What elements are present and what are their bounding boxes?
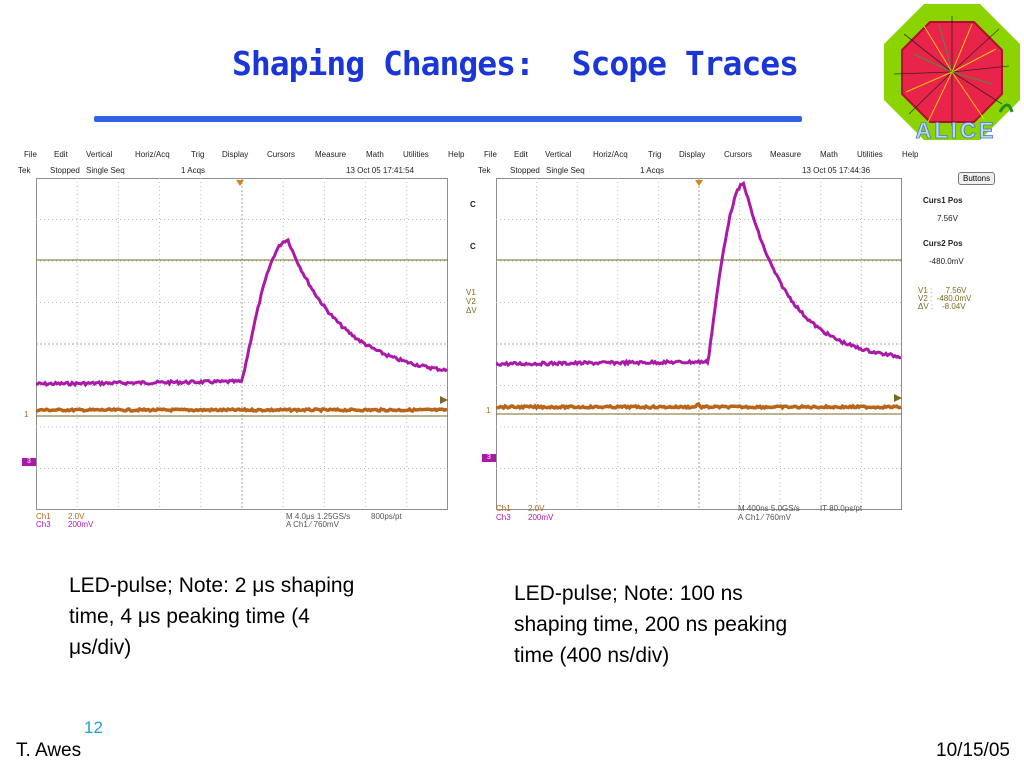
title-underline bbox=[94, 116, 802, 122]
menu-help[interactable]: Help bbox=[448, 150, 465, 159]
caption-left-line-3: μs/div) bbox=[69, 636, 132, 659]
ch3-trace bbox=[496, 180, 902, 368]
trigger-level-marker bbox=[894, 394, 902, 402]
status-time: 13 Oct 05 17:41:54 bbox=[346, 166, 415, 175]
readout-v1: V1 : 7.56V bbox=[918, 286, 967, 295]
menu-cursors[interactable]: Cursors bbox=[267, 150, 296, 159]
status-acqs: 1 Acqs bbox=[640, 166, 665, 175]
scope-right-graticule bbox=[496, 178, 902, 510]
trigger-position-marker bbox=[695, 180, 703, 186]
ch3-ground-marker: 3 bbox=[482, 454, 496, 462]
caption-left-line-1: LED-pulse; Note: 2 μs shaping bbox=[69, 574, 355, 597]
timebase-readout: M 4.0μs 1.25GS/s bbox=[286, 512, 351, 521]
side-v1-label: V1 bbox=[466, 288, 476, 297]
status-tek: Tek bbox=[18, 166, 31, 175]
cursor-c1-label: C bbox=[470, 200, 476, 209]
ch1-label: Ch1 bbox=[496, 504, 511, 513]
caption-right-line-1: LED-pulse; Note: 100 ns bbox=[514, 582, 743, 605]
side-dv-label: ΔV bbox=[466, 306, 477, 315]
footer-author: T. Awes bbox=[16, 740, 82, 761]
menu-horiz-acq[interactable]: Horiz/Acq bbox=[593, 150, 628, 159]
ch3-label: Ch3 bbox=[496, 513, 511, 522]
curs2-pos-value[interactable]: -480.0mV bbox=[929, 257, 964, 266]
ch1-scale: 2.0V bbox=[68, 512, 85, 521]
cursor-c2-label: C bbox=[470, 242, 476, 251]
ch1-trace bbox=[496, 401, 902, 411]
status-state: Stopped bbox=[50, 166, 80, 175]
caption-right-line-3: time (400 ns/div) bbox=[514, 644, 670, 667]
ch3-scale: 200mV bbox=[528, 513, 554, 522]
menu-math[interactable]: Math bbox=[820, 150, 838, 159]
menu-edit[interactable]: Edit bbox=[514, 150, 528, 159]
ch1-scale: 2.0V bbox=[528, 504, 545, 513]
trigger-readout: A Ch1 ⁄ 760mV bbox=[738, 513, 791, 522]
points-readout: 800ps/pt bbox=[371, 512, 402, 521]
readout-dv: ΔV : -8.04V bbox=[918, 302, 966, 311]
menu-display[interactable]: Display bbox=[222, 150, 249, 159]
curs1-pos-value[interactable]: 7.56V bbox=[937, 214, 958, 223]
side-v2-label: V2 bbox=[466, 297, 476, 306]
caption-left-line-2: time, 4 μs peaking time (4 bbox=[69, 605, 310, 628]
menu-vertical[interactable]: Vertical bbox=[545, 150, 572, 159]
slide-title: Shaping Changes: Scope Traces bbox=[232, 44, 799, 83]
points-readout: IT 80.0ps/pt bbox=[820, 504, 863, 513]
status-mode: Single Seq bbox=[86, 166, 125, 175]
trigger-level-marker bbox=[440, 396, 448, 404]
scope-screenshot-right: File Edit Vertical Horiz/Acq Trig Displa… bbox=[466, 148, 996, 528]
menu-measure[interactable]: Measure bbox=[770, 150, 802, 159]
scope-right-menubar: File Edit Vertical Horiz/Acq Trig Displa… bbox=[476, 148, 996, 162]
footer-date: 10/15/05 bbox=[936, 740, 1010, 761]
logo-text: ALICE bbox=[916, 118, 997, 140]
menu-trig[interactable]: Trig bbox=[648, 150, 662, 159]
readout-v2: V2 : -480.0mV bbox=[918, 294, 972, 303]
menu-edit[interactable]: Edit bbox=[54, 150, 68, 159]
curs2-pos-title: Curs2 Pos bbox=[923, 239, 963, 248]
ch1-trace bbox=[36, 406, 448, 414]
ch3-scale: 200mV bbox=[68, 520, 94, 529]
caption-left: LED-pulse; Note: 2 μs shaping time, 4 μs… bbox=[69, 570, 354, 663]
ch3-label: Ch3 bbox=[36, 520, 51, 529]
ch1-ground-marker: 1 bbox=[24, 410, 29, 419]
buttons-button[interactable]: Buttons bbox=[958, 172, 996, 185]
caption-right-line-2: shaping time, 200 ns peaking bbox=[514, 613, 788, 636]
scope-left-menubar: File Edit Vertical Horiz/Acq Trig Displa… bbox=[16, 148, 470, 162]
menu-cursors[interactable]: Cursors bbox=[724, 150, 753, 159]
status-tek: Tek bbox=[478, 166, 491, 175]
status-time: 13 Oct 05 17:44:36 bbox=[802, 166, 871, 175]
timebase-readout: M 400ns 5.0GS/s bbox=[738, 504, 800, 513]
ch1-label: Ch1 bbox=[36, 512, 51, 521]
page-number: 12 bbox=[84, 718, 103, 737]
status-state: Stopped bbox=[510, 166, 540, 175]
menu-utilities[interactable]: Utilities bbox=[857, 150, 883, 159]
menu-file[interactable]: File bbox=[484, 150, 497, 159]
menu-math[interactable]: Math bbox=[366, 150, 384, 159]
status-mode: Single Seq bbox=[546, 166, 585, 175]
menu-utilities[interactable]: Utilities bbox=[403, 150, 429, 159]
menu-help[interactable]: Help bbox=[902, 150, 919, 159]
curs1-pos-title: Curs1 Pos bbox=[923, 196, 963, 205]
scope-right-statusbar: Tek Stopped Single Seq 1 Acqs 13 Oct 05 … bbox=[476, 165, 996, 177]
menu-horiz-acq[interactable]: Horiz/Acq bbox=[135, 150, 170, 159]
trigger-readout: A Ch1 ⁄ 760mV bbox=[286, 520, 339, 529]
menu-display[interactable]: Display bbox=[679, 150, 706, 159]
scope-screenshot-left: File Edit Vertical Horiz/Acq Trig Displa… bbox=[16, 148, 470, 529]
menu-trig[interactable]: Trig bbox=[191, 150, 205, 159]
menu-measure[interactable]: Measure bbox=[315, 150, 347, 159]
menu-file[interactable]: File bbox=[24, 150, 37, 159]
menu-vertical[interactable]: Vertical bbox=[86, 150, 113, 159]
ch3-ground-marker: 3 bbox=[22, 458, 36, 466]
caption-right: LED-pulse; Note: 100 ns shaping time, 20… bbox=[514, 578, 787, 671]
trigger-position-marker bbox=[236, 180, 244, 186]
ch3-trace bbox=[36, 237, 448, 388]
alice-logo: ALICE bbox=[884, 4, 1020, 140]
ch1-ground-marker: 1 bbox=[486, 406, 491, 415]
scope-left-statusbar: Tek Stopped Single Seq 1 Acqs 13 Oct 05 … bbox=[16, 165, 470, 177]
status-acqs: 1 Acqs bbox=[181, 166, 206, 175]
scope-left-graticule bbox=[36, 178, 448, 510]
